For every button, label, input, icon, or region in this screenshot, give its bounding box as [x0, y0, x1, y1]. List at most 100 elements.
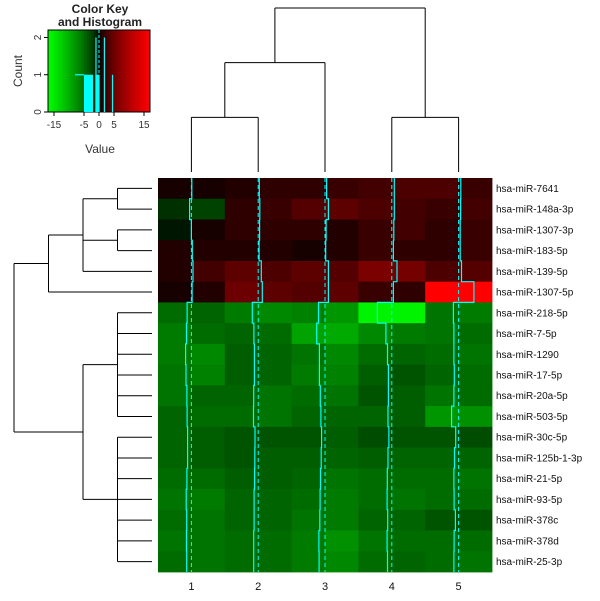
row-label: hsa-miR-1307-5p — [496, 288, 574, 299]
heatmap-cell — [191, 406, 226, 428]
heatmap-cell — [291, 323, 326, 345]
color-key-gradient-step — [101, 30, 105, 112]
heatmap-cell — [425, 385, 459, 407]
heatmap-cell — [358, 468, 393, 490]
color-key-gradient-step — [53, 30, 57, 112]
heatmap-cell — [224, 302, 259, 324]
heatmap-cell — [258, 198, 292, 220]
heatmap-cell — [391, 489, 426, 511]
heatmap-cell — [458, 240, 493, 262]
heatmap-cell — [358, 509, 393, 531]
color-key-gradient-step — [83, 30, 87, 112]
heatmap-cell — [425, 468, 459, 490]
row-label: hsa-miR-139-5p — [496, 267, 568, 278]
heatmap-cell — [291, 489, 326, 511]
row-label: hsa-miR-378c — [496, 516, 558, 527]
trace-line — [251, 178, 263, 572]
heatmap-cell — [325, 178, 359, 200]
heatmap-cell — [425, 219, 459, 241]
heatmap-cell — [191, 364, 226, 386]
heatmap-cell — [291, 343, 326, 366]
heatmap-cell — [325, 323, 359, 345]
heatmap-cell — [291, 240, 326, 262]
heatmap-cell — [291, 281, 326, 303]
y-tick-label: 0 — [33, 109, 44, 115]
column-dendrogram — [190, 7, 460, 172]
heatmap-cell — [325, 509, 359, 531]
heatmap-cell — [358, 551, 393, 573]
heatmap-cell — [258, 426, 292, 448]
heatmap-cell — [191, 343, 226, 366]
heatmap-cell — [325, 302, 359, 324]
heatmap-cell — [458, 468, 493, 490]
heatmap-cell — [458, 426, 493, 448]
heatmap-cell — [291, 219, 326, 241]
heatmap-cell — [258, 219, 292, 241]
heatmap-cell — [325, 343, 359, 366]
color-key-gradient-step — [99, 30, 102, 112]
heatmap-cell — [458, 406, 493, 428]
heatmap-cell — [391, 260, 426, 283]
heatmap-cell — [158, 468, 192, 490]
heatmap-cell — [358, 198, 393, 220]
heatmap-cell — [258, 302, 292, 324]
heatmap-cell — [291, 447, 326, 469]
heatmap-cell — [358, 489, 393, 511]
heatmap-cell — [325, 281, 359, 303]
heatmap-cell — [358, 406, 393, 428]
heatmap-cell — [158, 385, 192, 407]
heatmap-cell — [358, 530, 393, 552]
heatmap-cell — [358, 302, 393, 324]
heatmap-cell — [158, 178, 192, 200]
x-tick-label: -5 — [80, 120, 89, 131]
heatmap-cell — [425, 426, 459, 448]
trace-lines — [185, 178, 475, 572]
row-label: hsa-miR-17-5p — [496, 371, 563, 382]
color-key-gradient-step — [129, 30, 133, 112]
heatmap-cell — [291, 426, 326, 448]
color-key-gradient-step — [93, 30, 97, 112]
heatmap-cell — [224, 198, 259, 220]
color-key-gradient-step — [60, 30, 64, 112]
heatmap-cell — [224, 551, 259, 573]
color-key-subtitle: and Histogram — [58, 15, 142, 29]
heatmap-cell — [158, 447, 192, 469]
heatmap-cell — [425, 323, 459, 345]
trace-line — [185, 178, 194, 572]
heatmap-cell — [325, 426, 359, 448]
y-tick-label: 2 — [33, 34, 44, 40]
color-key-gradient-step — [134, 30, 138, 112]
heatmap-cell — [158, 260, 192, 283]
heatmap-cell — [425, 530, 459, 552]
heatmap-cell — [458, 281, 493, 303]
heatmap-cell — [358, 364, 393, 386]
heatmap-cell — [191, 219, 226, 241]
color-key-gradient-step — [73, 30, 77, 112]
heatmap-cell — [224, 426, 259, 448]
heatmap-cell — [358, 385, 393, 407]
trace-line — [376, 178, 398, 572]
heatmap-cell — [458, 509, 493, 531]
color-key-gradient-step — [124, 30, 128, 112]
heatmap-cell — [258, 343, 292, 366]
heatmap-cell — [191, 281, 226, 303]
histogram-outline — [75, 37, 114, 112]
color-key-gradient-step — [127, 30, 130, 112]
heatmap-cell — [425, 260, 459, 283]
color-key-gradient-step — [96, 30, 100, 112]
heatmap-cell — [291, 178, 326, 200]
heatmap-cell — [391, 385, 426, 407]
heatmap-cell — [158, 364, 192, 386]
heatmap-cell — [224, 260, 259, 283]
heatmap-cell — [258, 509, 292, 531]
heatmap-cell — [224, 406, 259, 428]
heatmap-cell — [425, 198, 459, 220]
heatmap-cell — [258, 530, 292, 552]
heatmap-cell — [224, 323, 259, 345]
color-key-gradient-step — [116, 30, 120, 112]
row-label: hsa-miR-1290 — [496, 350, 559, 361]
heatmap-cell — [325, 447, 359, 469]
color-key-gradient-step — [68, 30, 72, 112]
heatmap-cell — [158, 343, 192, 366]
